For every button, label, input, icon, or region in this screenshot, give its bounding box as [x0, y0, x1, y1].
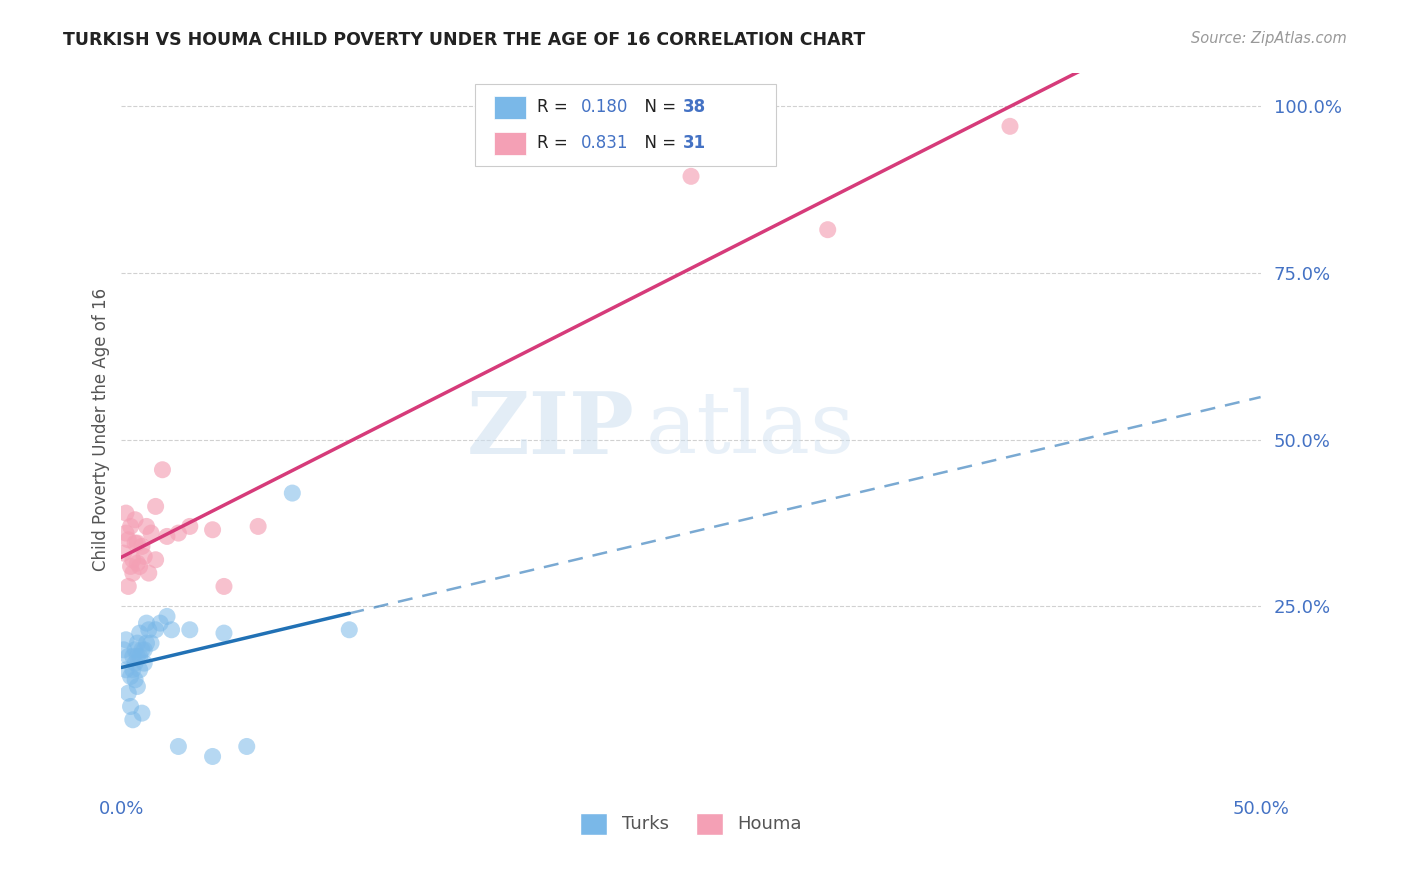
Point [134, 642, 156, 657]
Point [152, 463, 174, 477]
Text: N =: N = [634, 98, 682, 116]
Point [117, 579, 139, 593]
Point [131, 540, 153, 554]
Text: 0.180: 0.180 [581, 98, 628, 116]
Point [112, 642, 135, 657]
Point [235, 739, 257, 754]
Point [134, 549, 156, 564]
Text: R =: R = [537, 98, 574, 116]
Text: TURKISH VS HOUMA CHILD POVERTY UNDER THE AGE OF 16 CORRELATION CHART: TURKISH VS HOUMA CHILD POVERTY UNDER THE… [63, 31, 866, 49]
Point [121, 553, 143, 567]
Point [337, 623, 360, 637]
Point [117, 686, 139, 700]
Point [281, 486, 304, 500]
Point [212, 579, 235, 593]
Point [120, 699, 142, 714]
Point [160, 623, 183, 637]
Point [127, 536, 149, 550]
Text: atlas: atlas [645, 388, 855, 471]
Point [127, 636, 149, 650]
Point [121, 663, 143, 677]
Point [149, 616, 172, 631]
Point [128, 649, 150, 664]
Text: 31: 31 [683, 135, 706, 153]
Point [115, 663, 138, 677]
Point [139, 636, 162, 650]
Text: R =: R = [537, 135, 574, 153]
Point [115, 632, 138, 647]
Point [135, 616, 157, 631]
Point [156, 609, 179, 624]
Point [124, 656, 146, 670]
Point [135, 636, 157, 650]
Point [124, 513, 146, 527]
FancyBboxPatch shape [494, 95, 526, 119]
Point [817, 222, 839, 236]
FancyBboxPatch shape [475, 84, 776, 166]
Point [139, 526, 162, 541]
Point [145, 623, 167, 637]
Point [120, 559, 142, 574]
Point [120, 519, 142, 533]
Point [131, 642, 153, 657]
Text: Source: ZipAtlas.com: Source: ZipAtlas.com [1191, 31, 1347, 46]
Point [201, 523, 224, 537]
Point [138, 566, 160, 580]
Text: N =: N = [634, 135, 682, 153]
Point [124, 642, 146, 657]
Point [121, 566, 143, 580]
Point [127, 556, 149, 570]
Point [121, 713, 143, 727]
Point [998, 120, 1021, 134]
Point [167, 739, 190, 754]
Point [127, 680, 149, 694]
Point [138, 623, 160, 637]
Y-axis label: Child Poverty Under the Age of 16: Child Poverty Under the Age of 16 [93, 288, 110, 571]
Text: ZIP: ZIP [467, 388, 634, 472]
Point [127, 649, 149, 664]
Point [201, 749, 224, 764]
Point [156, 529, 179, 543]
Point [145, 500, 167, 514]
Point [115, 526, 138, 541]
Text: 38: 38 [683, 98, 706, 116]
Point [115, 506, 138, 520]
Point [145, 553, 167, 567]
Point [247, 519, 270, 533]
Point [128, 626, 150, 640]
Point [135, 519, 157, 533]
Point [131, 706, 153, 720]
Point [120, 669, 142, 683]
Point [179, 623, 201, 637]
Point [112, 546, 135, 560]
Point [117, 533, 139, 547]
Point [167, 526, 190, 541]
Point [128, 663, 150, 677]
Legend: Turks, Houma: Turks, Houma [581, 813, 801, 835]
Point [134, 656, 156, 670]
Point [117, 649, 139, 664]
Point [179, 519, 201, 533]
Point [121, 649, 143, 664]
Point [124, 536, 146, 550]
Point [679, 169, 702, 184]
Point [124, 673, 146, 687]
Point [212, 626, 235, 640]
FancyBboxPatch shape [494, 132, 526, 154]
Text: 0.831: 0.831 [581, 135, 628, 153]
Point [128, 559, 150, 574]
